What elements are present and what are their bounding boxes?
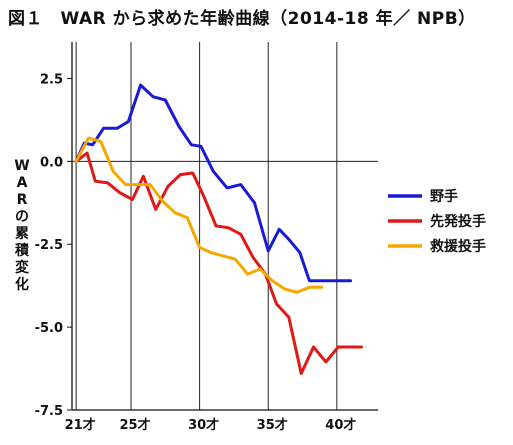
y-tick-label-4: -7.5 (35, 404, 63, 419)
x-tick-label-0: 21才 (65, 417, 96, 433)
x-tick-label-2: 30才 (188, 417, 219, 433)
x-tick-label-4: 40才 (325, 417, 356, 433)
series-line-2 (74, 136, 324, 294)
legend-label-0: 野手 (430, 188, 458, 205)
series-lines (74, 83, 363, 375)
x-tick-label-1: 25才 (119, 417, 150, 433)
series-line-0 (74, 83, 353, 283)
y-tick-label-1: 0.0 (40, 155, 63, 170)
y-tick-label-3: -5.0 (35, 321, 63, 336)
grid (72, 42, 378, 410)
axes (67, 42, 378, 411)
y-axis-label: WARの累積変化 (14, 158, 30, 293)
legend-label-1: 先発投手 (430, 213, 486, 230)
y-tick-label-2: -2.5 (35, 238, 63, 253)
chart-title: 図１ WAR から求めた年齢曲線（2014-18 年／ NPB） (8, 9, 476, 29)
series-line-1 (74, 151, 363, 375)
y-tick-label-0: 2.5 (40, 72, 63, 87)
legend-label-2: 救援投手 (430, 238, 486, 255)
x-tick-label-3: 35才 (257, 417, 288, 433)
